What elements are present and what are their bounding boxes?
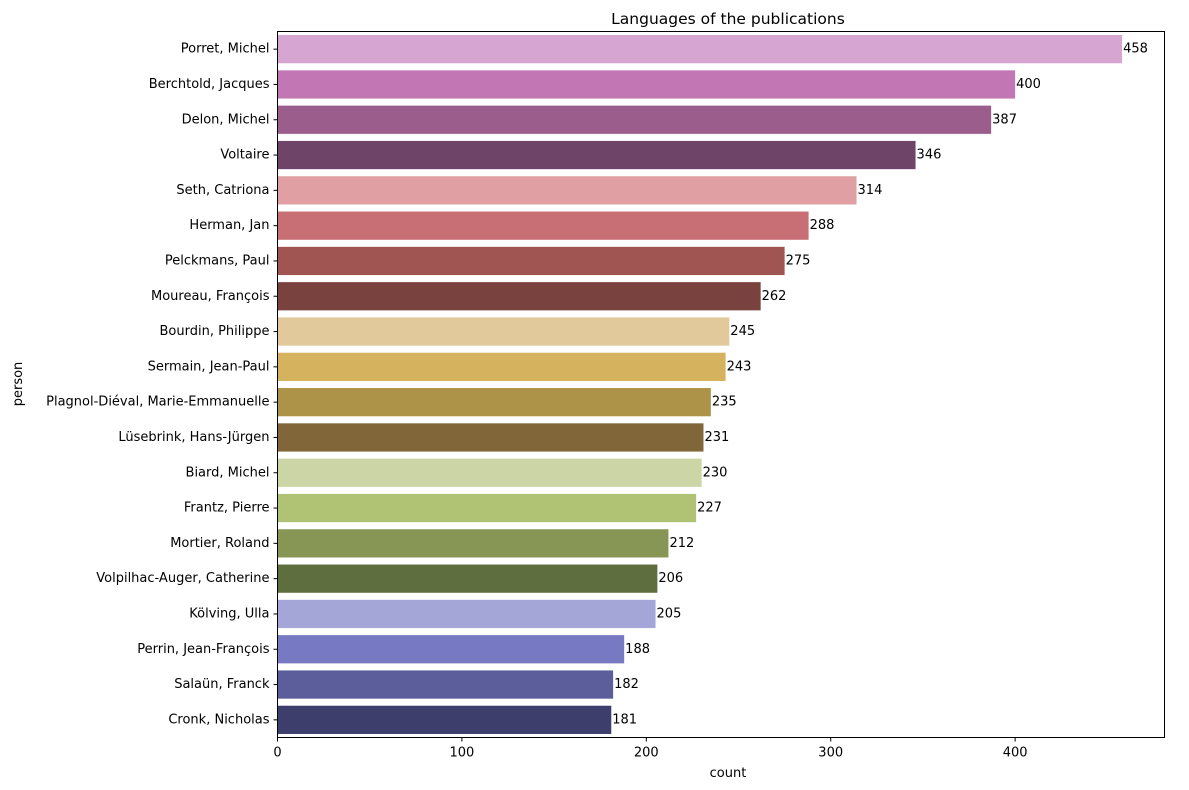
- x-tick-label-0: 0: [273, 746, 281, 761]
- y-tick-label-10: Plagnol-Diéval, Marie-Emmanuelle: [46, 395, 269, 410]
- x-tick-label-2: 200: [634, 746, 659, 761]
- y-axis-label: person: [11, 362, 26, 407]
- y-tick-label-7: Moureau, François: [151, 289, 270, 304]
- bar-13: [277, 493, 697, 523]
- bar-8: [277, 317, 730, 346]
- y-tick-label-0: Porret, Michel: [181, 42, 270, 57]
- x-tick-label-1: 100: [449, 746, 474, 761]
- y-tick-label-4: Seth, Catriona: [176, 183, 269, 198]
- plot-frame: [277, 31, 1165, 738]
- y-tick-label-5: Herman, Jan: [189, 218, 269, 233]
- bar-10: [277, 388, 711, 417]
- bar-0: [277, 35, 1123, 64]
- bars-group: [277, 35, 1123, 734]
- bar-6: [277, 246, 785, 276]
- data-labels-group: 458 400 387 346 314 288 275 262 245 243 235 231 230 2…: [612, 42, 1148, 728]
- bar-18: [277, 670, 614, 699]
- y-tick-label-17: Perrin, Jean-François: [137, 642, 269, 657]
- data-label-11: 231: [704, 430, 729, 445]
- bar-19: [277, 705, 612, 734]
- x-tick-label-4: 400: [1003, 746, 1028, 761]
- bar-11: [277, 423, 704, 452]
- data-label-16: 205: [657, 606, 682, 621]
- y-tick-label-1: Berchtold, Jacques: [149, 77, 270, 92]
- x-tick-label-3: 300: [818, 746, 843, 761]
- bar-2: [277, 105, 992, 134]
- y-axis-ticks: Porret, Michel Berchtold, Jacques Delon, M…: [46, 42, 278, 727]
- bar-5: [277, 211, 809, 240]
- data-label-13: 227: [697, 501, 722, 516]
- data-label-0: 458: [1123, 42, 1148, 57]
- bar-1: [277, 70, 1016, 99]
- data-label-14: 212: [669, 536, 694, 551]
- data-label-18: 182: [614, 677, 639, 692]
- data-label-3: 346: [917, 148, 942, 163]
- data-label-10: 235: [712, 395, 737, 410]
- data-label-17: 188: [625, 642, 650, 657]
- data-label-9: 243: [727, 359, 752, 374]
- y-tick-label-2: Delon, Michel: [182, 112, 270, 127]
- data-label-2: 387: [992, 112, 1017, 127]
- data-label-4: 314: [858, 183, 883, 198]
- y-tick-label-11: Lüsebrink, Hans-Jürgen: [118, 430, 269, 445]
- data-label-8: 245: [730, 324, 755, 339]
- bar-7: [277, 282, 761, 311]
- data-label-5: 288: [810, 218, 835, 233]
- bar-4: [277, 176, 857, 205]
- x-axis-ticks: 0 100 200 300 400: [273, 737, 1028, 761]
- bar-9: [277, 352, 726, 381]
- bar-15: [277, 564, 658, 593]
- y-tick-label-9: Sermain, Jean-Paul: [148, 359, 270, 374]
- bar-12: [277, 458, 702, 487]
- y-tick-label-8: Bourdin, Philippe: [159, 324, 269, 339]
- y-tick-label-13: Frantz, Pierre: [184, 501, 270, 516]
- y-tick-label-14: Mortier, Roland: [170, 536, 269, 551]
- data-label-19: 181: [612, 712, 637, 727]
- y-tick-label-18: Salaün, Franck: [174, 677, 270, 692]
- chart-title: Languages of the publications: [611, 10, 845, 28]
- bar-16: [277, 599, 656, 629]
- y-tick-label-15: Volpilhac-Auger, Catherine: [96, 571, 269, 586]
- data-label-15: 206: [658, 571, 683, 586]
- x-axis-label: count: [710, 766, 747, 781]
- y-tick-label-3: Voltaire: [220, 148, 269, 163]
- y-tick-label-6: Pelckmans, Paul: [165, 253, 270, 268]
- bar-3: [277, 140, 916, 170]
- bar-14: [277, 529, 669, 558]
- data-label-6: 275: [786, 253, 811, 268]
- y-tick-label-16: Kölving, Ulla: [189, 606, 269, 621]
- y-tick-label-12: Biard, Michel: [186, 465, 270, 480]
- bar-17: [277, 635, 625, 664]
- data-label-1: 400: [1016, 77, 1041, 92]
- data-label-12: 230: [703, 465, 728, 480]
- data-label-7: 262: [762, 289, 787, 304]
- y-tick-label-19: Cronk, Nicholas: [168, 712, 269, 727]
